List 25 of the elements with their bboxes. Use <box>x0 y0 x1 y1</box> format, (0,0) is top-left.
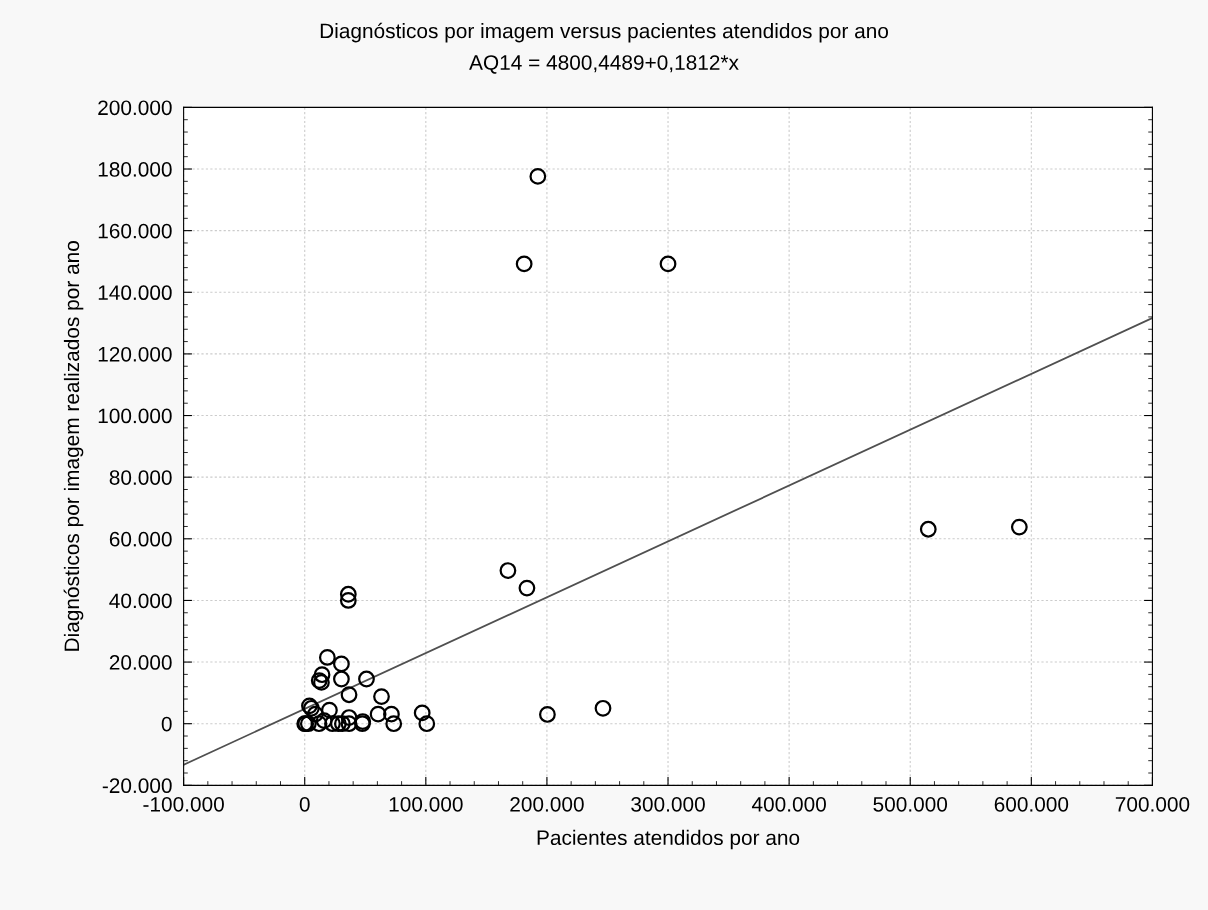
y-tick-label: -20.000 <box>102 778 172 794</box>
y-tick-label: 60.000 <box>109 531 172 547</box>
y-tick-label: 0 <box>161 716 172 732</box>
y-tick-label: 180.000 <box>98 162 172 177</box>
chart-subtitle: AQ14 = 4800,4489+0,1812*x <box>469 55 739 74</box>
x-tick-label: 300.000 <box>631 796 705 812</box>
x-tick-label: 700.000 <box>1115 796 1190 812</box>
y-tick-label: 200.000 <box>98 100 172 116</box>
x-tick-label: 400.000 <box>751 796 826 812</box>
y-tick-label: 140.000 <box>98 285 172 301</box>
x-tick-label: -100.000 <box>143 796 224 812</box>
y-tick-label: 80.000 <box>109 470 172 485</box>
x-tick-label: 200.000 <box>510 796 584 812</box>
chart-title: Diagnósticos por imagem versus pacientes atendidos por ano <box>320 22 889 43</box>
y-tick-label: 160.000 <box>98 223 172 239</box>
y-tick-label: 120.000 <box>98 346 172 362</box>
y-tick-label: 40.000 <box>109 593 172 609</box>
y-axis-title: Diagnósticos por imagem realizados por ano <box>63 241 84 651</box>
x-tick-label: 600.000 <box>994 796 1069 812</box>
x-tick-label: 0 <box>299 796 310 812</box>
x-axis-title: Pacientes atendidos por ano <box>537 829 800 850</box>
x-tick-label: 100.000 <box>389 796 463 812</box>
y-tick-label: 20.000 <box>109 655 172 670</box>
x-tick-label: 500.000 <box>873 796 948 812</box>
y-tick-label: 100.000 <box>98 408 172 424</box>
